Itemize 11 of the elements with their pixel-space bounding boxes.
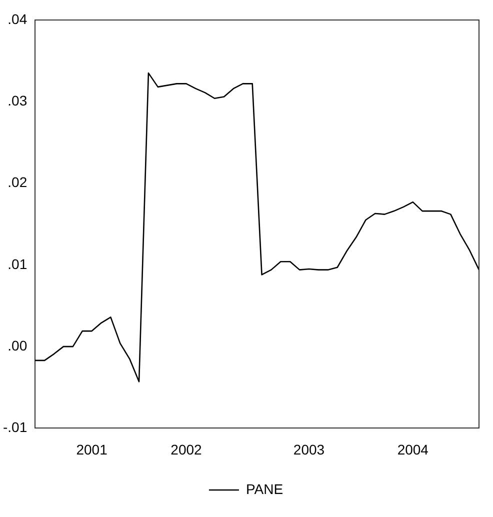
- x-tick-label: 2004: [397, 441, 429, 458]
- y-tick-label: .01: [8, 256, 28, 272]
- x-tick-label: 2003: [293, 441, 325, 458]
- y-tick-label: .02: [8, 174, 28, 190]
- y-tick-label: .00: [8, 337, 28, 354]
- x-tick-label: 2001: [76, 441, 108, 458]
- legend-label: PANE: [246, 480, 284, 497]
- y-tick-label: -.01: [3, 419, 28, 436]
- y-tick-label: .03: [8, 92, 28, 108]
- y-tick-label: .04: [8, 10, 28, 27]
- x-tick-label: 2002: [170, 441, 202, 458]
